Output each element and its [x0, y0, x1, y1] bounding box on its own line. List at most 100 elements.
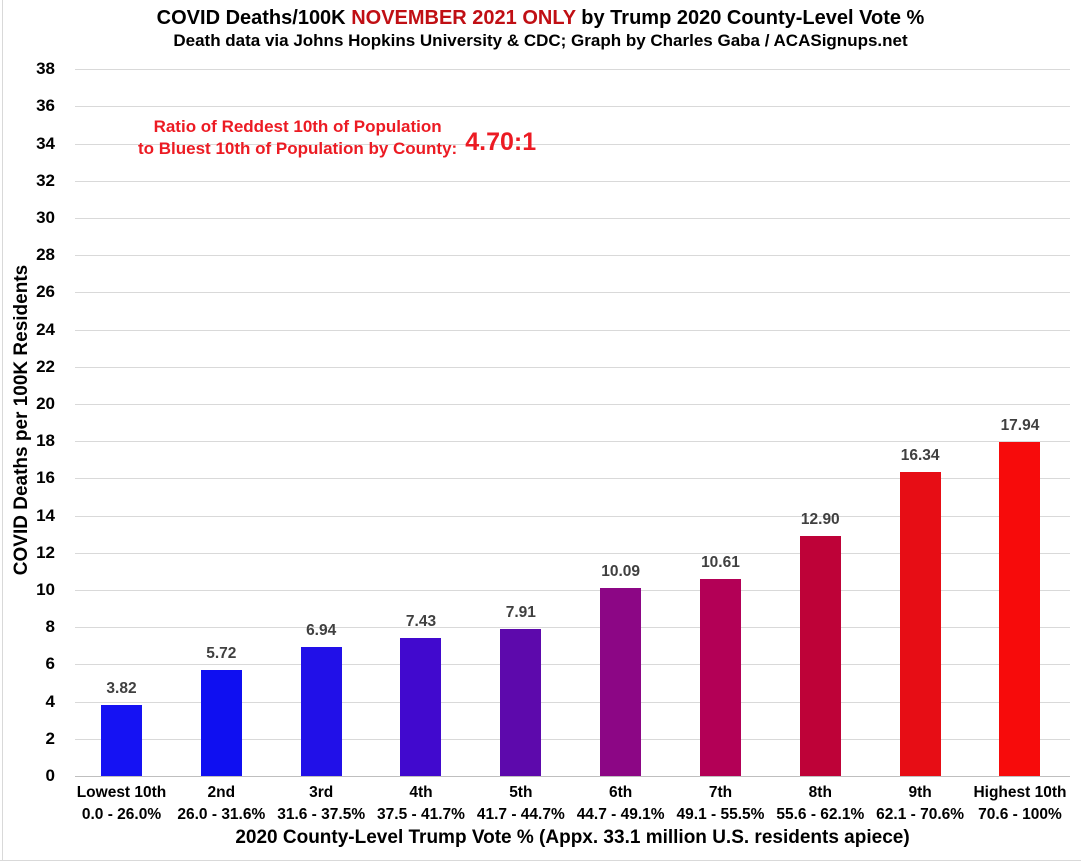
x-tick-range: 44.7 - 49.1% [576, 806, 665, 823]
grid-line [75, 143, 1070, 145]
grid-line [75, 738, 1070, 740]
y-tick-label: 14 [36, 505, 55, 525]
bar-value-label: 17.94 [1000, 417, 1040, 435]
x-tick-range: 62.1 - 70.6% [876, 806, 965, 823]
x-tick-range: 55.6 - 62.1% [776, 806, 865, 823]
x-tick-ordinal: 2nd [207, 784, 236, 801]
bar [699, 578, 741, 776]
x-tick-ordinal: 7th [708, 784, 733, 801]
bar [400, 637, 442, 776]
chart-title-prefix: COVID Deaths/100K [156, 7, 352, 29]
y-tick-label: 6 [45, 654, 55, 674]
x-tick-label: 7th 49.1 - 55.5% [662, 782, 778, 826]
grid-line [75, 106, 1070, 108]
x-tick-range: 49.1 - 55.5% [676, 806, 765, 823]
grid-line [75, 552, 1070, 554]
x-tick-ordinal: 6th [609, 784, 633, 801]
x-tick-range: 70.6 - 100% [978, 806, 1062, 823]
ratio-annotation-text: Ratio of Reddest 10th of Population to B… [138, 116, 457, 160]
ratio-annotation: Ratio of Reddest 10th of Population to B… [138, 116, 536, 160]
x-tick-label: 6th 44.7 - 49.1% [563, 782, 679, 826]
grid-line [75, 255, 1070, 257]
x-tick-ordinal: Highest 10th [973, 784, 1067, 801]
bar [899, 472, 941, 776]
grid-line [75, 515, 1070, 517]
x-axis-title: 2020 County-Level Trump Vote % (Appx. 33… [235, 827, 910, 848]
grid-line [75, 180, 1070, 182]
y-tick-label: 26 [36, 282, 55, 302]
grid-line [75, 441, 1070, 443]
bar-value-label: 5.72 [206, 644, 237, 662]
grid-line [75, 329, 1070, 331]
x-tick-label: 9th 62.1 - 70.6% [862, 782, 978, 826]
bar [500, 628, 542, 776]
chart-title-suffix: by Trump 2020 County-Level Vote % [575, 7, 925, 29]
x-tick-range: 41.7 - 44.7% [476, 806, 565, 823]
y-tick-label: 38 [36, 59, 55, 79]
grid-line [75, 478, 1070, 480]
x-tick-ordinal: 5th [509, 784, 533, 801]
frame-bottom-border [0, 860, 1081, 861]
x-tick-ordinal: 4th [409, 784, 433, 801]
chart-title-highlight: NOVEMBER 2021 ONLY [351, 7, 576, 29]
x-tick-label: 8th 55.6 - 62.1% [762, 782, 878, 826]
bar-value-label: 6.94 [306, 621, 337, 639]
grid-line [75, 69, 1070, 71]
bar [600, 588, 642, 776]
bar [999, 442, 1041, 776]
y-tick-label: 32 [36, 170, 55, 190]
x-axis-line [75, 776, 1070, 777]
x-tick-range: 37.5 - 41.7% [377, 806, 465, 823]
y-tick-label: 22 [36, 356, 55, 376]
y-tick-label: 0 [45, 766, 55, 785]
x-tick-label: Lowest 10th 0.0 - 26.0% [64, 782, 180, 826]
bar-value-label: 16.34 [900, 447, 940, 465]
bar-value-label: 10.09 [601, 563, 641, 581]
x-tick-label: 2nd 26.0 - 31.6% [163, 782, 279, 826]
grid-line [75, 664, 1070, 666]
x-tick-ordinal: 8th [808, 784, 832, 801]
y-tick-label: 28 [36, 245, 55, 265]
x-tick-ordinal: 9th [908, 784, 932, 801]
grid-line [75, 627, 1070, 629]
chart-title: COVID Deaths/100K NOVEMBER 2021 ONLY by … [0, 7, 1081, 30]
ratio-annotation-line1: Ratio of Reddest 10th of Population [153, 117, 442, 136]
bar-value-label: 3.82 [106, 679, 137, 697]
y-tick-label: 30 [36, 208, 55, 227]
bar-value-label: 7.91 [505, 603, 536, 621]
y-tick-label: 2 [45, 728, 55, 748]
grid-line [75, 404, 1070, 405]
chart-subtitle: Death data via Johns Hopkins University … [173, 31, 908, 50]
x-tick-ordinal: Lowest 10th [76, 784, 167, 801]
ratio-value: 4.70:1 [465, 127, 537, 156]
x-tick-range: 31.6 - 37.5% [277, 806, 366, 823]
bar-value-label: 7.43 [405, 612, 437, 630]
y-tick-label: 36 [36, 96, 55, 116]
x-tick-label: 4th 37.5 - 41.7% [363, 782, 479, 826]
y-tick-label: 24 [36, 319, 55, 339]
frame-left-border [2, 0, 3, 861]
x-tick-range: 0.0 - 26.0% [81, 806, 162, 823]
grid-line [75, 590, 1070, 591]
bar [799, 536, 841, 776]
ratio-annotation-line2: to Bluest 10th of Population by County: [138, 139, 458, 158]
bar [101, 704, 142, 776]
grid-line [75, 292, 1070, 294]
grid-line [75, 218, 1070, 219]
x-tick-range: 26.0 - 31.6% [177, 806, 266, 823]
y-tick-label: 10 [36, 580, 55, 599]
grid-line [75, 701, 1070, 703]
y-tick-label: 20 [36, 394, 55, 413]
x-tick-label: Highest 10th 70.6 - 100% [962, 782, 1078, 826]
x-tick-label: 3rd 31.6 - 37.5% [263, 782, 379, 826]
grid-line [75, 366, 1070, 368]
y-tick-label: 16 [36, 468, 55, 488]
y-tick-label: 4 [45, 691, 55, 711]
bar-value-label: 12.90 [800, 511, 840, 529]
bar-value-label: 10.61 [701, 553, 740, 571]
y-tick-label: 12 [36, 542, 55, 562]
bar [200, 669, 242, 776]
x-tick-ordinal: 3rd [309, 784, 334, 801]
